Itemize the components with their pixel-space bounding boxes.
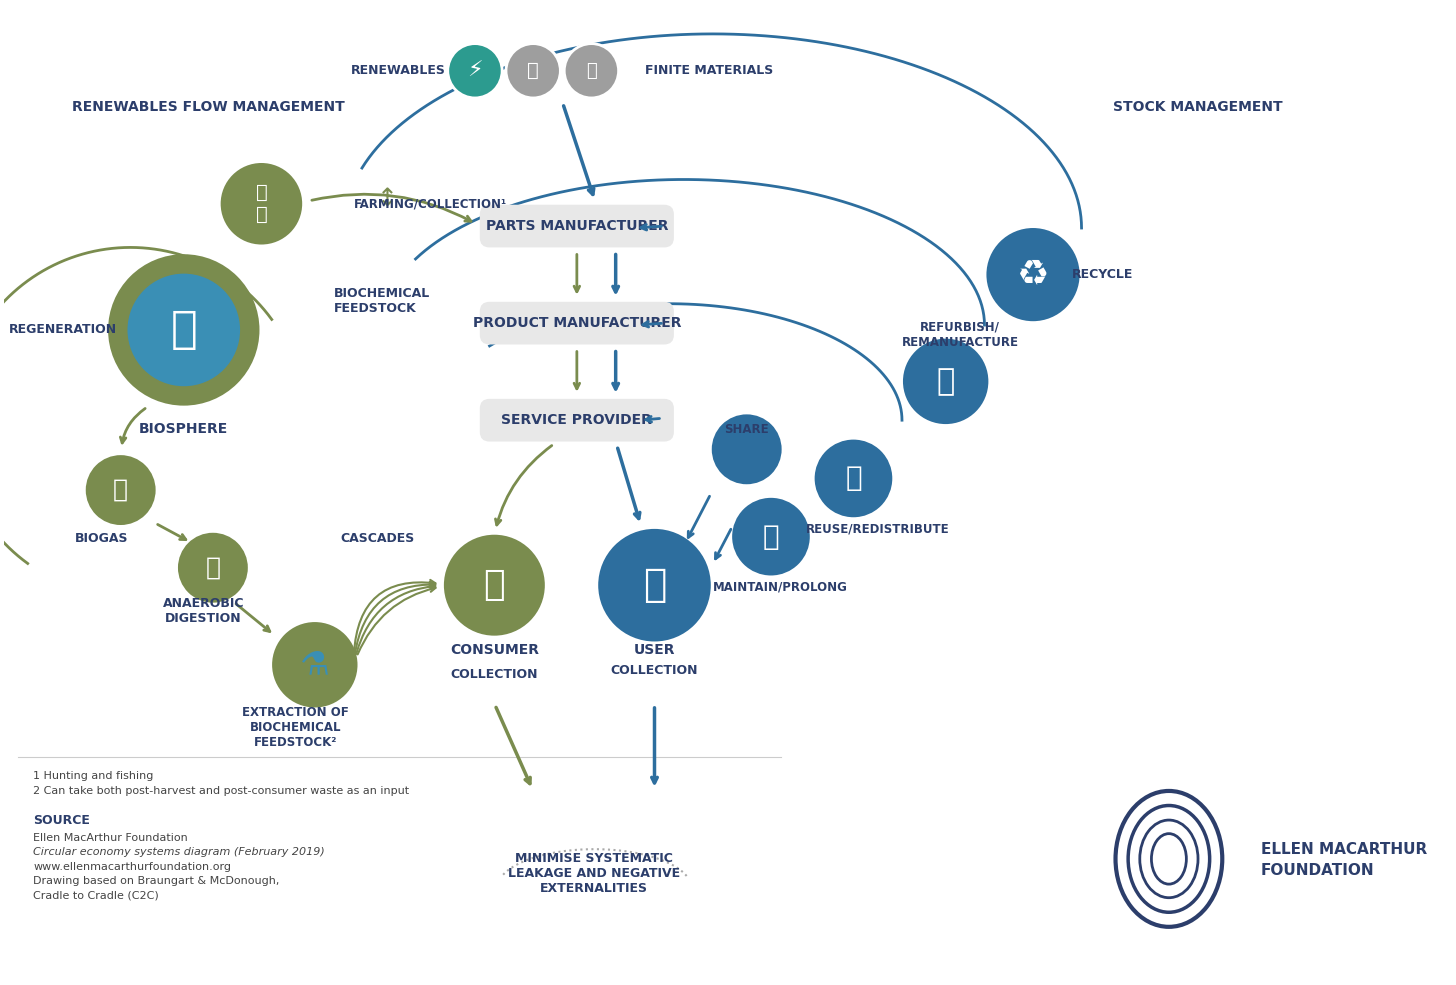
Text: PARTS MANUFACTURER: PARTS MANUFACTURER xyxy=(486,219,668,233)
Text: EXTRACTION OF
BIOCHEMICAL
FEEDSTOCK²: EXTRACTION OF BIOCHEMICAL FEEDSTOCK² xyxy=(242,706,349,750)
Text: ANAEROBIC
DIGESTION: ANAEROBIC DIGESTION xyxy=(163,597,245,625)
Text: RECYCLE: RECYCLE xyxy=(1072,268,1133,281)
Circle shape xyxy=(712,415,782,485)
FancyBboxPatch shape xyxy=(480,205,674,247)
Text: FARMING/COLLECTION¹: FARMING/COLLECTION¹ xyxy=(354,197,507,210)
Text: USER: USER xyxy=(633,643,676,657)
Text: 🌍: 🌍 xyxy=(170,308,197,352)
Text: 📦: 📦 xyxy=(844,464,862,492)
Circle shape xyxy=(986,228,1079,321)
Text: STOCK MANAGEMENT: STOCK MANAGEMENT xyxy=(1114,99,1283,113)
Text: 💻: 💻 xyxy=(642,566,667,604)
Text: BIOSPHERE: BIOSPHERE xyxy=(140,422,229,436)
Text: Ellen MacArthur Foundation: Ellen MacArthur Foundation xyxy=(33,832,188,842)
Text: RENEWABLES: RENEWABLES xyxy=(351,64,446,77)
Text: BIOCHEMICAL
FEEDSTOCK: BIOCHEMICAL FEEDSTOCK xyxy=(335,287,431,315)
Circle shape xyxy=(444,535,545,635)
Text: Circular economy systems diagram (February 2019): Circular economy systems diagram (Februa… xyxy=(33,847,325,857)
Circle shape xyxy=(732,497,810,575)
Text: 2 Can take both post-harvest and post-consumer waste as an input: 2 Can take both post-harvest and post-co… xyxy=(33,786,409,796)
Text: MINIMISE SYSTEMATIC
LEAKAGE AND NEGATIVE
EXTERNALITIES: MINIMISE SYSTEMATIC LEAKAGE AND NEGATIVE… xyxy=(508,852,680,895)
Text: 1 Hunting and fishing: 1 Hunting and fishing xyxy=(33,771,154,781)
Text: COLLECTION: COLLECTION xyxy=(450,668,539,681)
Text: ⚗: ⚗ xyxy=(300,648,329,682)
Text: MAINTAIN/PROLONG: MAINTAIN/PROLONG xyxy=(713,580,847,594)
Circle shape xyxy=(178,533,248,603)
Circle shape xyxy=(565,43,619,98)
FancyBboxPatch shape xyxy=(480,301,674,345)
Text: REFURBISH/
REMANUFACTURE: REFURBISH/ REMANUFACTURE xyxy=(901,321,1019,349)
Text: REGENERATION: REGENERATION xyxy=(9,323,116,337)
Text: 🔥: 🔥 xyxy=(114,478,128,502)
Circle shape xyxy=(128,274,240,386)
Text: Cradle to Cradle (C2C): Cradle to Cradle (C2C) xyxy=(33,890,159,900)
Text: www.ellenmacarthurfoundation.org: www.ellenmacarthurfoundation.org xyxy=(33,862,232,872)
Text: COLLECTION: COLLECTION xyxy=(610,664,699,677)
Text: CASCADES: CASCADES xyxy=(341,532,415,545)
Text: ⚡: ⚡ xyxy=(467,61,483,81)
Circle shape xyxy=(86,455,156,525)
Text: 🏠: 🏠 xyxy=(205,556,220,580)
Text: FINITE MATERIALS: FINITE MATERIALS xyxy=(645,64,773,77)
Text: SERVICE PROVIDER: SERVICE PROVIDER xyxy=(501,413,652,427)
Text: Drawing based on Braungart & McDonough,: Drawing based on Braungart & McDonough, xyxy=(33,877,280,886)
Text: SHARE: SHARE xyxy=(725,424,769,436)
Circle shape xyxy=(598,529,711,641)
Circle shape xyxy=(221,163,303,244)
Circle shape xyxy=(507,43,561,98)
Text: BIOGAS: BIOGAS xyxy=(74,532,128,545)
Circle shape xyxy=(272,623,358,707)
Circle shape xyxy=(903,339,989,425)
Text: 🛢: 🛢 xyxy=(527,61,539,81)
Text: 🔧: 🔧 xyxy=(763,523,779,551)
Circle shape xyxy=(108,254,259,406)
Circle shape xyxy=(448,43,502,98)
Text: 🚗: 🚗 xyxy=(585,62,597,80)
Text: SOURCE: SOURCE xyxy=(33,814,90,826)
Text: ♻: ♻ xyxy=(1016,258,1050,292)
Text: PRODUCT MANUFACTURER: PRODUCT MANUFACTURER xyxy=(473,316,681,330)
Text: 🏭: 🏭 xyxy=(936,366,955,396)
Text: 🐟
🌾: 🐟 🌾 xyxy=(256,183,268,225)
Text: RENEWABLES FLOW MANAGEMENT: RENEWABLES FLOW MANAGEMENT xyxy=(71,99,345,113)
FancyBboxPatch shape xyxy=(480,399,674,441)
Text: ELLEN MACARTHUR: ELLEN MACARTHUR xyxy=(1261,841,1427,857)
Circle shape xyxy=(815,439,893,517)
Text: REUSE/REDISTRIBUTE: REUSE/REDISTRIBUTE xyxy=(807,522,949,536)
Text: 🛒: 🛒 xyxy=(483,568,505,602)
Text: CONSUMER: CONSUMER xyxy=(450,643,539,657)
Text: FOUNDATION: FOUNDATION xyxy=(1261,863,1374,878)
Text: ↕: ↕ xyxy=(377,187,397,211)
